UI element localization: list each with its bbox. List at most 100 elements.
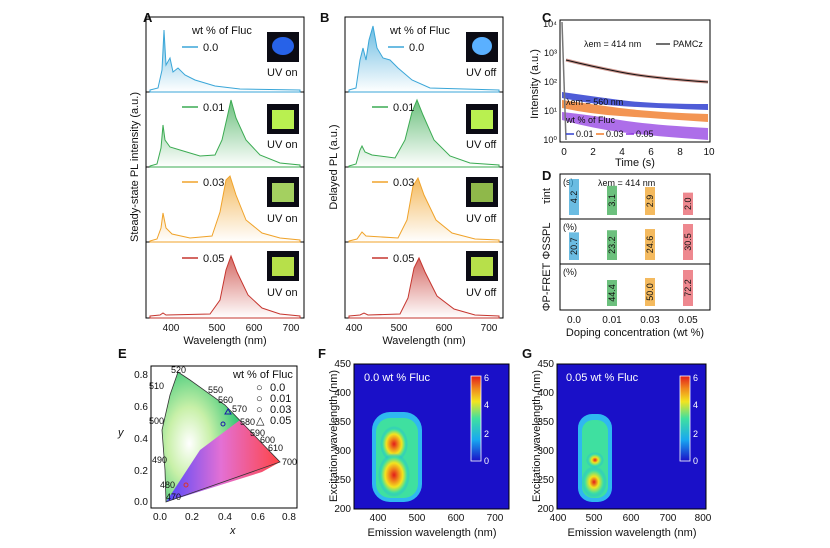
- svg-text:0.01: 0.01: [602, 315, 622, 326]
- svg-text:700: 700: [481, 323, 498, 334]
- panel-g: G 0.05 wt % Fluc 0 2 4 6 Excitation wave…: [522, 346, 712, 539]
- d-bar: [683, 224, 693, 260]
- svg-text:6: 6: [693, 373, 698, 383]
- row-name: ΦSSPL: [541, 223, 553, 260]
- y-ticks: 0.0 0.2 0.4 0.6 0.8: [134, 370, 148, 508]
- svg-text:590: 590: [250, 428, 265, 438]
- delayed-0.05: [348, 256, 500, 319]
- panel-e: E x y 0.0 0.2 0.4 0.6 0.8 0.0 0.2 0.4 0.6 0.…: [117, 346, 298, 537]
- y-axis-label: Excitation wavelength (nm): [328, 370, 340, 502]
- svg-text:6: 6: [648, 147, 654, 158]
- svg-text:700: 700: [660, 513, 677, 524]
- spectrum-0.03: [149, 175, 301, 243]
- svg-text:10⁴: 10⁴: [543, 19, 557, 29]
- svg-text:250: 250: [537, 475, 554, 486]
- series-label: 0.01: [393, 102, 414, 114]
- svg-text:○: ○: [256, 393, 263, 405]
- svg-text:10³: 10³: [544, 48, 557, 58]
- d-bar-value: 44.4: [607, 284, 617, 302]
- delayed-0.03: [348, 176, 500, 243]
- svg-text:○: ○: [256, 404, 263, 416]
- svg-text:4: 4: [484, 400, 489, 410]
- point-0.0: [183, 482, 189, 488]
- svg-text:500: 500: [209, 323, 226, 334]
- x-ticks: 400 500 600 700: [163, 323, 300, 334]
- d-bar-value: 2.9: [645, 195, 655, 208]
- svg-text:0.6: 0.6: [134, 402, 148, 413]
- d-bar-value: 30.5: [683, 233, 693, 251]
- svg-text:490: 490: [152, 455, 167, 465]
- svg-text:0.6: 0.6: [251, 512, 265, 523]
- legend: ○ 0.0 ○ 0.01 ○ 0.03 △ 0.05: [256, 382, 291, 427]
- d-bar: [607, 230, 617, 260]
- svg-text:0.03: 0.03: [270, 404, 291, 416]
- x-ticks: 400 500 600 700 800: [550, 513, 712, 524]
- svg-text:0.0: 0.0: [270, 382, 285, 394]
- svg-text:10¹: 10¹: [544, 106, 557, 116]
- x-ticks: 0.0 0.01 0.03 0.05: [567, 315, 698, 326]
- series-label: 0.01: [203, 102, 224, 114]
- svg-text:800: 800: [695, 513, 712, 524]
- spectrum-0.0: [149, 29, 301, 93]
- x-ticks: 0.0 0.2 0.4 0.6 0.8: [153, 512, 296, 523]
- plot-frame: [353, 363, 510, 510]
- d-bars: 4.2 3.1 2.9 2.0 20.7 23.2 24.6 30.5 44.4 50.0 72.2: [569, 179, 693, 306]
- svg-text:400: 400: [537, 388, 554, 399]
- panel-letter: C: [542, 10, 552, 25]
- y-axis-label: Delayed PL (a.u.): [328, 124, 340, 209]
- x-ticks: 400 500 600 700: [346, 323, 498, 334]
- svg-text:2: 2: [484, 429, 489, 439]
- series-label: 0.03: [393, 177, 414, 189]
- svg-text:510: 510: [149, 381, 164, 391]
- svg-text:8: 8: [677, 147, 683, 158]
- photo-label: UV on: [267, 213, 298, 225]
- svg-text:350: 350: [334, 417, 351, 428]
- series-label: 0.05: [203, 253, 224, 265]
- decay-0.05: [562, 112, 708, 140]
- photo-label: UV on: [267, 67, 298, 79]
- d-bar-value: 4.2: [569, 191, 579, 204]
- d-bar: [683, 270, 693, 306]
- svg-text:0.0: 0.0: [153, 512, 167, 523]
- delayed-0.0: [348, 25, 500, 93]
- d-bar-value: 23.2: [607, 236, 617, 254]
- panel-letter: B: [320, 10, 329, 25]
- annotation-560: λem = 560 nm: [566, 97, 623, 107]
- x-ticks: 0 2 4 6 8 10: [561, 147, 715, 158]
- svg-text:700: 700: [282, 457, 297, 467]
- d-bar: [607, 185, 617, 215]
- plot-frame: [150, 365, 298, 509]
- map-title: 0.0 wt % Fluc: [364, 372, 431, 384]
- legend-title: wt % of Fluc: [565, 115, 616, 125]
- d-bar: [569, 232, 579, 260]
- svg-text:0.2: 0.2: [134, 466, 148, 477]
- photo-label: UV off: [466, 287, 497, 299]
- photo-label: UV off: [466, 67, 497, 79]
- svg-text:0.8: 0.8: [134, 370, 148, 381]
- svg-text:400: 400: [370, 513, 387, 524]
- svg-text:6: 6: [484, 373, 489, 383]
- colorbar-ticks: 0 2 4 6: [693, 373, 698, 466]
- x-axis-label: Emission wavelength (nm): [568, 527, 697, 539]
- svg-text:500: 500: [586, 513, 603, 524]
- svg-text:0.03: 0.03: [640, 315, 660, 326]
- y-axis-label: Steady-state PL intensity (a.u.): [129, 92, 141, 242]
- d-bar: [645, 187, 655, 215]
- row-name: ΦP-FRET: [541, 262, 553, 311]
- photo-label: UV on: [267, 139, 298, 151]
- x-axis-label: Time (s): [615, 157, 655, 169]
- svg-text:250: 250: [334, 475, 351, 486]
- svg-text:0: 0: [484, 456, 489, 466]
- svg-text:600: 600: [448, 513, 465, 524]
- annotation-414: λem = 414 nm: [584, 39, 641, 49]
- point-0.05: [224, 408, 232, 415]
- svg-text:520: 520: [171, 365, 186, 375]
- svg-text:700: 700: [283, 323, 300, 334]
- svg-text:500: 500: [149, 416, 164, 426]
- legend-item: 0.01: [576, 129, 594, 139]
- colorbar: [470, 375, 482, 462]
- svg-text:350: 350: [537, 417, 554, 428]
- svg-text:700: 700: [487, 513, 504, 524]
- svg-text:○: ○: [256, 382, 263, 394]
